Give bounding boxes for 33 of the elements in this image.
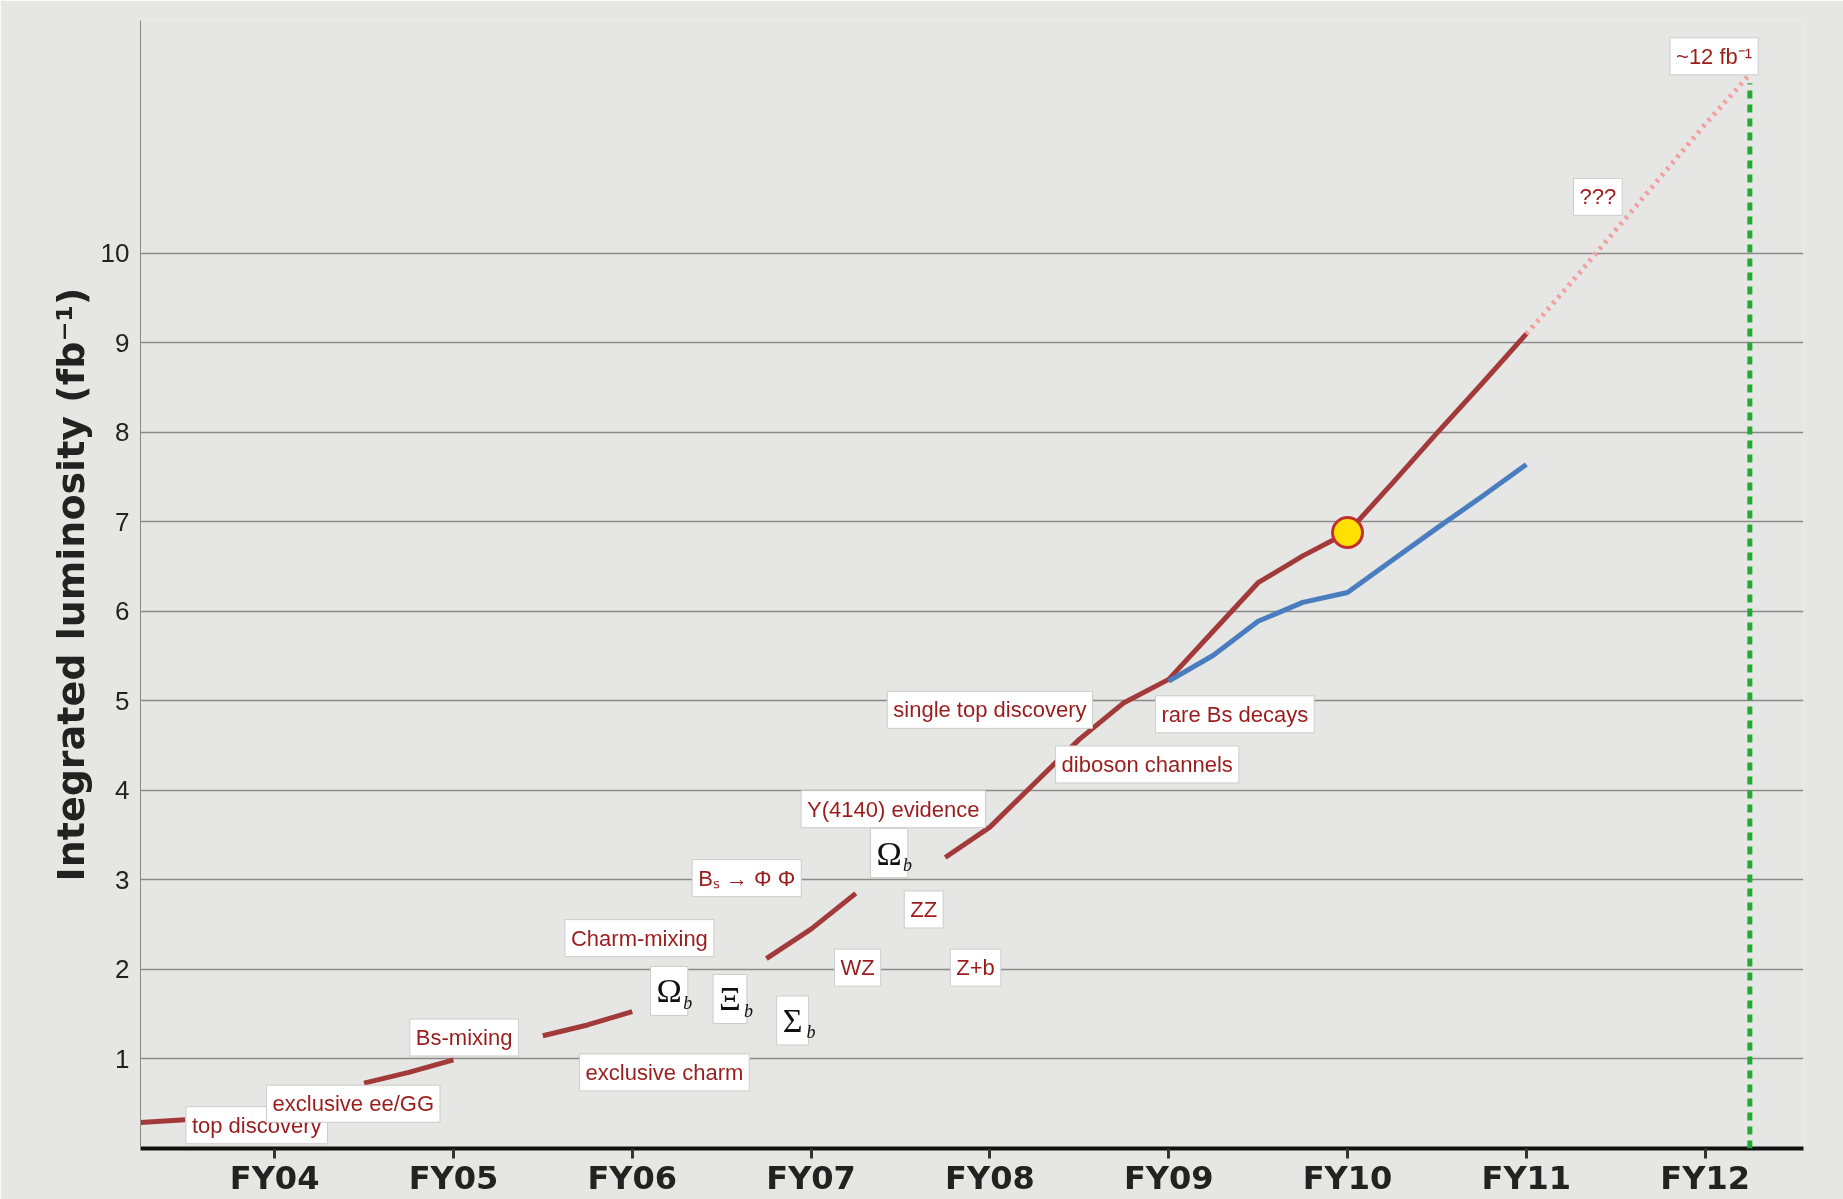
annotation: Y(4140) evidence (807, 796, 980, 822)
annotation: diboson channels (1061, 751, 1233, 777)
y-tick-label: 4 (115, 775, 130, 806)
annotation: Charm-mixing (570, 925, 708, 951)
y-tick-label: 10 (100, 238, 130, 269)
y-tick-label: 6 (115, 596, 130, 627)
annotation: rare Bs decays (1161, 701, 1309, 727)
annotation: WZ (840, 955, 875, 981)
x-tick-label: FY06 (587, 1158, 678, 1197)
x-tick-label: FY04 (229, 1158, 320, 1197)
x-tick-label: FY10 (1302, 1158, 1393, 1197)
annotation: Bs-mixing (415, 1024, 513, 1050)
annotation: Bₛ → Φ Φ (698, 865, 796, 891)
annotation: ZZ (910, 896, 938, 922)
annotation: exclusive charm (585, 1059, 744, 1085)
y-tick-label: 7 (115, 506, 130, 537)
y-tick-label: 2 (115, 954, 130, 985)
y-tick-label: 1 (115, 1043, 130, 1074)
x-tick-label: FY07 (766, 1158, 856, 1197)
y-tick-label: 9 (115, 327, 130, 358)
x-tick-label: FY11 (1481, 1158, 1572, 1197)
annotation: ??? (1579, 184, 1617, 210)
x-tick-label: FY12 (1660, 1158, 1750, 1197)
annotation: Z+b (956, 955, 995, 981)
annotation: ~12 fb⁻¹ (1676, 43, 1753, 69)
y-axis-title: Integrated luminosity (fb⁻¹) (48, 287, 93, 882)
y-tick-label: 8 (115, 417, 130, 448)
y-tick-label: 5 (115, 685, 130, 716)
annotation: single top discovery (893, 697, 1087, 723)
x-tick-label: FY09 (1123, 1158, 1214, 1197)
y-tick-label: 3 (115, 864, 130, 895)
x-tick-label: FY08 (945, 1158, 1035, 1197)
x-tick-label: FY05 (408, 1158, 499, 1197)
